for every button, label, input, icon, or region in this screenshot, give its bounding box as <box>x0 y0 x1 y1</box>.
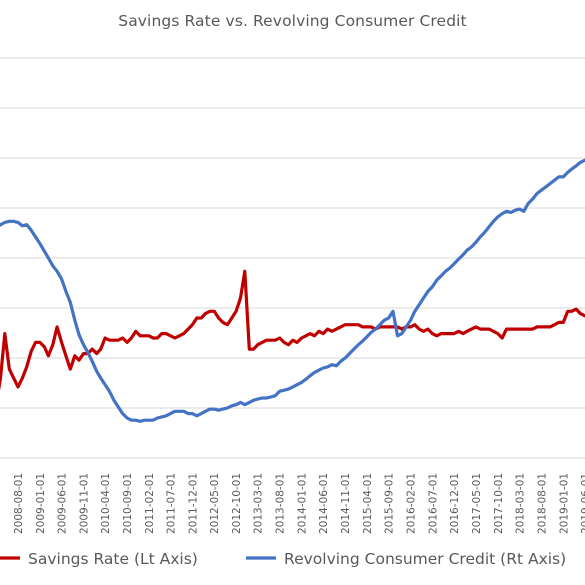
revolving-credit-line <box>0 158 585 423</box>
x-tick-label: 2013-03-01 <box>253 473 265 534</box>
series-lines <box>0 158 585 423</box>
x-tick-label: 2014-11-01 <box>340 473 352 534</box>
x-tick-label: 2017-10-01 <box>493 473 505 534</box>
x-tick-label: 2011-12-01 <box>187 473 199 534</box>
x-tick-label: 2009-06-01 <box>57 473 69 534</box>
x-tick-label: 2009-11-01 <box>79 473 91 534</box>
legend-label-savings-rate: Savings Rate (Lt Axis) <box>28 550 198 568</box>
x-tick-label: 2009-01-01 <box>35 473 47 534</box>
x-tick-label: 2016-02-01 <box>406 473 418 534</box>
grid-lines <box>0 57 585 459</box>
x-tick-label: 2011-07-01 <box>166 473 178 534</box>
x-tick-label: 2016-12-01 <box>449 473 461 534</box>
x-tick-label: 2018-03-01 <box>514 473 526 534</box>
x-tick-label: 2012-10-01 <box>231 473 243 534</box>
x-tick-label: 2019-06-01 <box>580 473 585 534</box>
x-axis-ticks: 2008-03-01 2008-08-01 2009-01-01 2009-06-01… <box>0 473 585 534</box>
chart-title: Savings Rate vs. Revolving Consumer Cred… <box>118 12 467 30</box>
x-tick-label: 2016-07-01 <box>427 473 439 534</box>
x-tick-label: 2015-09-01 <box>384 473 396 534</box>
savings-rate-line <box>0 269 585 391</box>
x-tick-label: 2018-08-01 <box>536 473 548 534</box>
legend-label-revolving-credit: Revolving Consumer Credit (Rt Axis) <box>284 550 566 568</box>
x-tick-label: 2008-03-01 <box>0 473 3 534</box>
x-tick-label: 2010-09-01 <box>122 473 134 534</box>
x-tick-label: 2012-05-01 <box>209 473 221 534</box>
x-tick-label: 2015-04-01 <box>362 473 374 534</box>
x-tick-label: 2008-08-01 <box>13 473 25 534</box>
x-tick-label: 2014-01-01 <box>297 473 309 534</box>
x-tick-label: 2013-08-01 <box>275 473 287 534</box>
x-tick-label: 2019-01-01 <box>558 473 570 534</box>
x-tick-label: 2014-06-01 <box>318 473 330 534</box>
x-tick-label: 2010-04-01 <box>100 473 112 534</box>
x-tick-label: 2017-05-01 <box>471 473 483 534</box>
legend: Savings Rate (Lt Axis) Revolving Consumer… <box>0 550 566 568</box>
x-tick-label: 2011-02-01 <box>144 473 156 534</box>
